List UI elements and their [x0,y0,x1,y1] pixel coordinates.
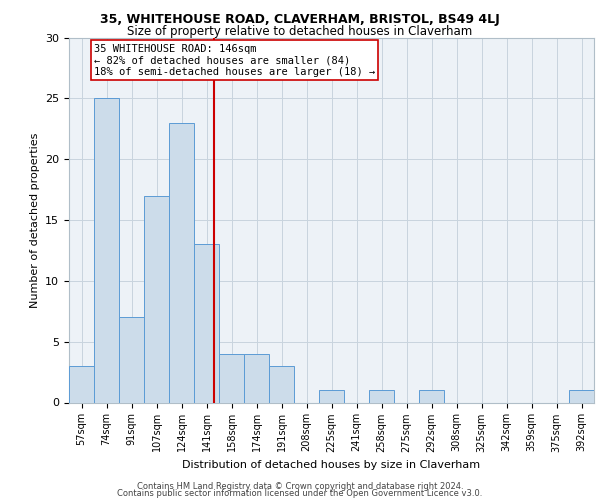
Bar [194,244,219,402]
Bar [169,122,194,402]
Bar [94,98,119,403]
Bar [369,390,394,402]
Bar [119,318,144,402]
Bar [244,354,269,403]
Bar [419,390,444,402]
Bar [569,390,594,402]
Text: Contains HM Land Registry data © Crown copyright and database right 2024.: Contains HM Land Registry data © Crown c… [137,482,463,491]
Bar [219,354,244,403]
Bar [269,366,294,403]
Bar [69,366,94,403]
Bar [319,390,344,402]
X-axis label: Distribution of detached houses by size in Claverham: Distribution of detached houses by size … [182,460,481,470]
Text: Contains public sector information licensed under the Open Government Licence v3: Contains public sector information licen… [118,489,482,498]
Y-axis label: Number of detached properties: Number of detached properties [29,132,40,308]
Text: 35 WHITEHOUSE ROAD: 146sqm
← 82% of detached houses are smaller (84)
18% of semi: 35 WHITEHOUSE ROAD: 146sqm ← 82% of deta… [94,44,375,77]
Bar [144,196,169,402]
Text: 35, WHITEHOUSE ROAD, CLAVERHAM, BRISTOL, BS49 4LJ: 35, WHITEHOUSE ROAD, CLAVERHAM, BRISTOL,… [100,12,500,26]
Text: Size of property relative to detached houses in Claverham: Size of property relative to detached ho… [127,25,473,38]
